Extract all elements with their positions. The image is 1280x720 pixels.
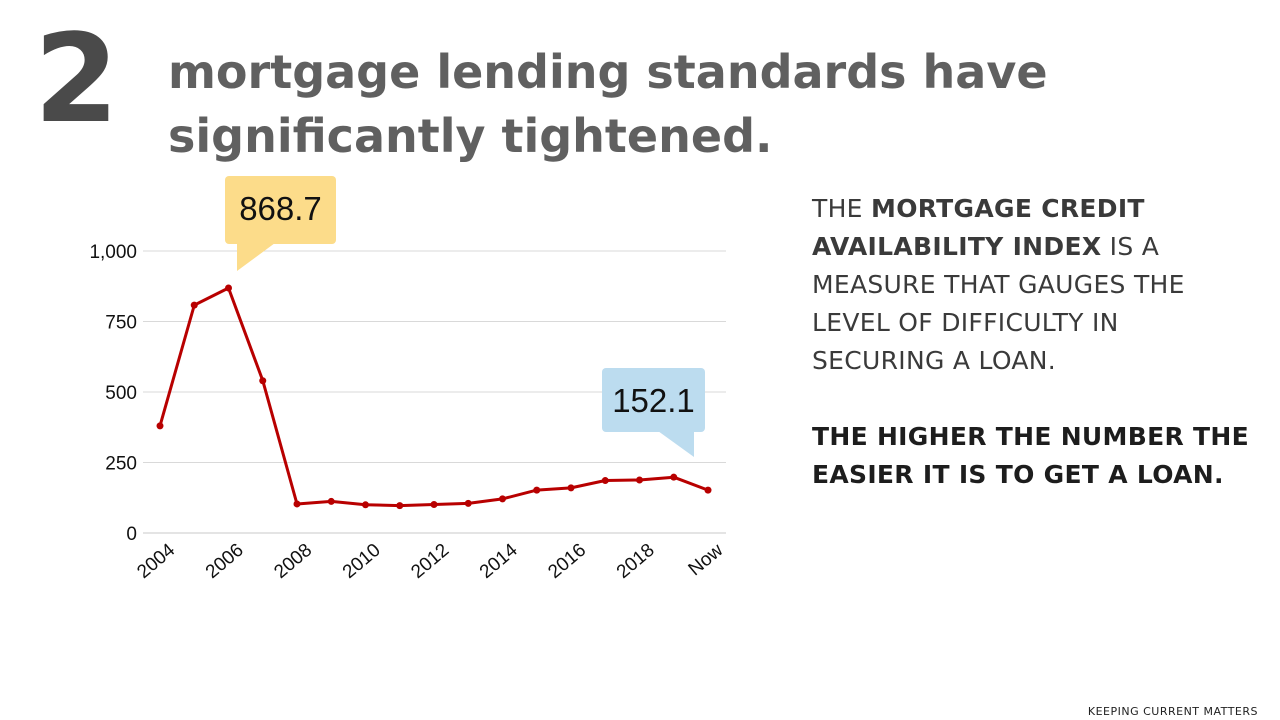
data-point [464, 499, 472, 507]
data-point [636, 476, 643, 484]
data-point [396, 502, 404, 510]
y-tick-label: 250 [105, 454, 137, 475]
slide-number: 2 [34, 8, 119, 150]
y-tick-label: 1,000 [89, 242, 137, 263]
data-point [601, 477, 609, 485]
index-name: MORTGAGE CREDIT AVAILABILITY INDEX [812, 194, 1145, 261]
x-tick-label: 2006 [202, 540, 248, 583]
x-axis-ticks: 2004 2006 2008 2010 2012 2014 2016 2018 Now [133, 539, 727, 583]
y-tick-label: 500 [105, 383, 137, 404]
x-tick-label: 2004 [133, 539, 179, 583]
x-tick-label: 2008 [270, 540, 316, 583]
line-chart: 0 250 500 750 1,000 2004 2006 2008 2010 2012 2014… [89, 242, 727, 583]
page-title: mortgage lending standards have signific… [168, 45, 1048, 163]
data-point [156, 422, 164, 430]
y-tick-label: 750 [105, 313, 137, 334]
x-tick-label: 2010 [339, 540, 385, 583]
x-tick-label: 2014 [476, 539, 522, 583]
index-description: THE MORTGAGE CREDIT AVAILABILITY INDEX I… [812, 190, 1252, 494]
x-tick-label: 2012 [407, 540, 453, 583]
description-pre: THE [812, 194, 872, 223]
data-point [327, 497, 335, 505]
chart-area: 0 250 500 750 1,000 2004 2006 2008 2010 2012 2014… [0, 160, 760, 610]
x-tick-label: Now [685, 540, 728, 581]
data-point [293, 500, 301, 508]
description-paragraph-1: THE MORTGAGE CREDIT AVAILABILITY INDEX I… [812, 190, 1252, 380]
data-points [156, 284, 712, 510]
data-point [704, 486, 712, 494]
data-point [259, 377, 267, 385]
now-callout-label: 152.1 [612, 382, 695, 419]
x-tick-label: 2018 [613, 540, 659, 583]
data-point [362, 501, 369, 509]
data-point [533, 486, 541, 494]
data-point [190, 301, 198, 309]
peak-callout: 868.7 [225, 176, 336, 271]
y-axis-ticks: 0 250 500 750 1,000 [89, 242, 137, 545]
data-point [225, 284, 232, 292]
y-tick-label: 0 [126, 524, 137, 545]
now-callout: 152.1 [602, 368, 705, 457]
description-paragraph-2: THE HIGHER THE NUMBER THE EASIER IT IS T… [812, 422, 1249, 489]
x-tick-label: 2016 [544, 540, 590, 583]
data-point [499, 495, 506, 503]
footer-brand: KEEPING CURRENT MATTERS [1087, 705, 1258, 718]
data-point [430, 501, 438, 509]
description-post: IS A MEASURE THAT GAUGES THE LEVEL OF DI… [812, 232, 1185, 375]
data-point [567, 484, 575, 492]
peak-callout-label: 868.7 [239, 190, 322, 227]
data-point [670, 473, 678, 481]
